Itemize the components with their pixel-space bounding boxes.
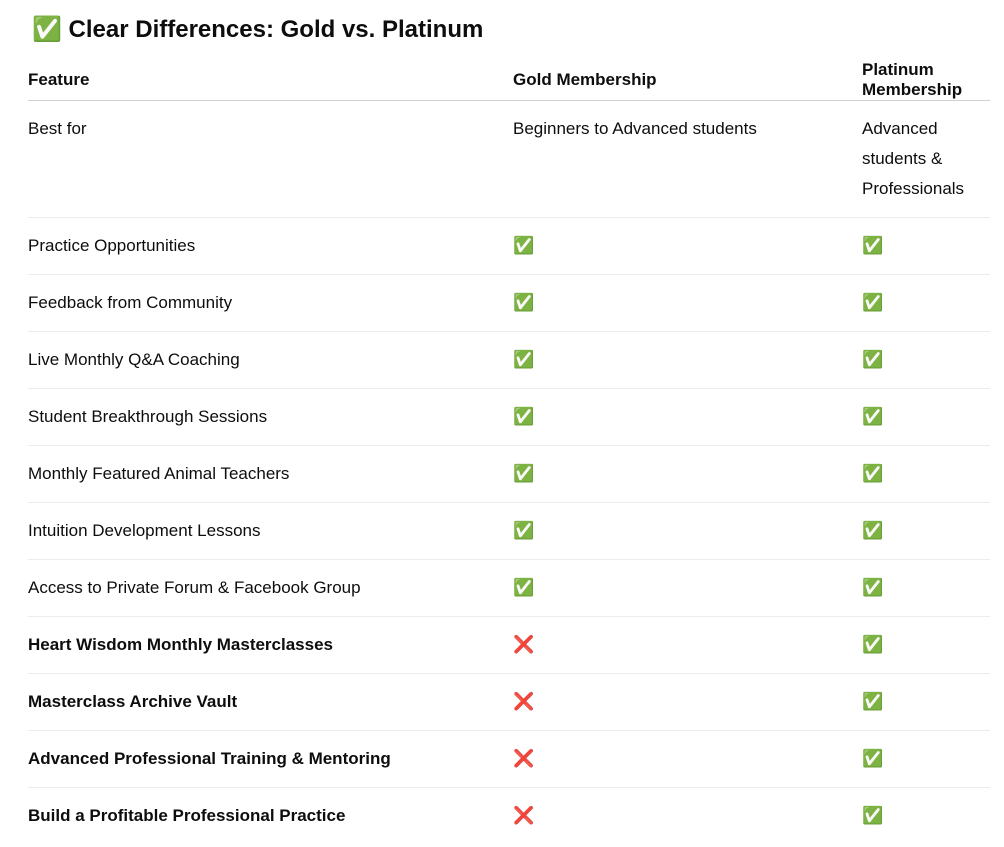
table-row: Heart Wisdom Monthly Masterclasses ❌ ✅ (28, 616, 990, 674)
table-row: Monthly Featured Animal Teachers ✅ ✅ (28, 445, 990, 503)
table-cell: ✅ (862, 788, 990, 845)
table-cell: Practice Opportunities (28, 217, 513, 275)
cell-text: Heart Wisdom Monthly Masterclasses (28, 635, 333, 654)
table-row: Access to Private Forum & Facebook Group… (28, 559, 990, 617)
cell-text: Beginners to Advanced students (513, 119, 757, 138)
table-cell: ❌ (513, 788, 862, 845)
header-row: Feature Gold Membership Platinum Membershi… (28, 60, 990, 101)
cell-text: Practice Opportunities (28, 236, 196, 255)
table-cell: ✅ (862, 274, 990, 332)
table-cell: ❌ (513, 616, 862, 674)
check-icon: ✅ (862, 407, 884, 427)
check-icon: ✅ (513, 464, 535, 484)
cell-text: Student Breakthrough Sessions (28, 407, 268, 426)
table-row: Best for Beginners to Advanced students Ad… (28, 100, 990, 218)
check-icon: ✅ (862, 806, 884, 826)
cell-text: Monthly Featured Animal Teachers (28, 464, 290, 483)
table-cell: ✅ (862, 217, 990, 275)
table-cell: Best for (28, 100, 513, 218)
check-icon: ✅ (513, 578, 535, 598)
check-icon: ✅ (862, 464, 884, 484)
table-cell: ✅ (862, 730, 990, 788)
table-cell: ✅ (513, 502, 862, 560)
table-row: Feedback from Community ✅ ✅ (28, 274, 990, 332)
check-icon: ✅ (862, 236, 884, 256)
cross-icon: ❌ (513, 749, 535, 769)
table-cell: ✅ (862, 445, 990, 503)
check-icon: ✅ (862, 635, 884, 655)
check-icon: ✅ (862, 578, 884, 598)
table-cell: ✅ (862, 616, 990, 674)
table-cell: ✅ (862, 388, 990, 446)
table-head: Feature Gold Membership Platinum Membershi… (28, 60, 990, 101)
cell-text: Intuition Development Lessons (28, 521, 261, 540)
table-cell: ❌ (513, 673, 862, 731)
table-body: Best for Beginners to Advanced students Ad… (28, 100, 990, 845)
check-icon: ✅ (513, 293, 535, 313)
table-row: Live Monthly Q&A Coaching ✅ ✅ (28, 331, 990, 389)
table-cell: Monthly Featured Animal Teachers (28, 445, 513, 503)
table-row: Student Breakthrough Sessions ✅ ✅ (28, 388, 990, 446)
column-header: Platinum Membership (862, 60, 990, 101)
table-cell: ✅ (513, 445, 862, 503)
table-cell: ✅ (513, 388, 862, 446)
table-row: Masterclass Archive Vault ❌ ✅ (28, 673, 990, 731)
check-icon: ✅ (862, 350, 884, 370)
check-icon: ✅ (513, 350, 535, 370)
table-cell: Heart Wisdom Monthly Masterclasses (28, 616, 513, 674)
table-cell: Feedback from Community (28, 274, 513, 332)
column-header: Feature (28, 60, 513, 101)
check-icon: ✅ (862, 521, 884, 541)
table-cell: ✅ (513, 559, 862, 617)
table-row: Advanced Professional Training & Mentori… (28, 730, 990, 788)
table-cell: Beginners to Advanced students (513, 100, 862, 218)
cell-text: Masterclass Archive Vault (28, 692, 238, 711)
table-cell: Masterclass Archive Vault (28, 673, 513, 731)
check-icon: ✅ (513, 407, 535, 427)
table-cell: Live Monthly Q&A Coaching (28, 331, 513, 389)
table-cell: ✅ (862, 673, 990, 731)
table-cell: Student Breakthrough Sessions (28, 388, 513, 446)
cross-icon: ❌ (513, 806, 535, 826)
title: ✅ Clear Differences: Gold vs. Platinum (32, 16, 484, 43)
check-icon: ✅ (862, 692, 884, 712)
cross-icon: ❌ (513, 692, 535, 712)
comparison-table: Feature Gold Membership Platinum Membershi… (28, 60, 990, 844)
table-cell: ✅ (862, 502, 990, 560)
table-cell: Intuition Development Lessons (28, 502, 513, 560)
cross-icon: ❌ (513, 635, 535, 655)
table-cell: Build a Profitable Professional Practice (28, 788, 513, 845)
check-icon: ✅ (862, 293, 884, 313)
column-header: Gold Membership (513, 60, 862, 101)
cell-text: Best for (28, 119, 87, 138)
table-row: Practice Opportunities ✅ ✅ (28, 217, 990, 275)
table-row: Build a Profitable Professional Practice… (28, 788, 990, 845)
table-row: Intuition Development Lessons ✅ ✅ (28, 502, 990, 560)
cell-text: Advanced Professional Training & Mentori… (28, 749, 391, 768)
table-cell: ✅ (513, 331, 862, 389)
table-cell: ❌ (513, 730, 862, 788)
table-cell: Access to Private Forum & Facebook Group (28, 559, 513, 617)
cell-text: Access to Private Forum & Facebook Group (28, 578, 361, 597)
cell-text: Build a Profitable Professional Practice (28, 806, 346, 825)
table-cell: ✅ (513, 274, 862, 332)
check-icon: ✅ (513, 236, 535, 256)
check-icon: ✅ (513, 521, 535, 541)
check-icon: ✅ (862, 749, 884, 769)
table-cell: ✅ (862, 559, 990, 617)
table-cell: Advanced students & Professionals (862, 100, 990, 218)
cell-text: Live Monthly Q&A Coaching (28, 350, 240, 369)
table-cell: ✅ (513, 217, 862, 275)
table-cell: Advanced Professional Training & Mentori… (28, 730, 513, 788)
cell-text: Advanced students & Professionals (862, 119, 965, 198)
table-cell: ✅ (862, 331, 990, 389)
cell-text: Feedback from Community (28, 293, 233, 312)
